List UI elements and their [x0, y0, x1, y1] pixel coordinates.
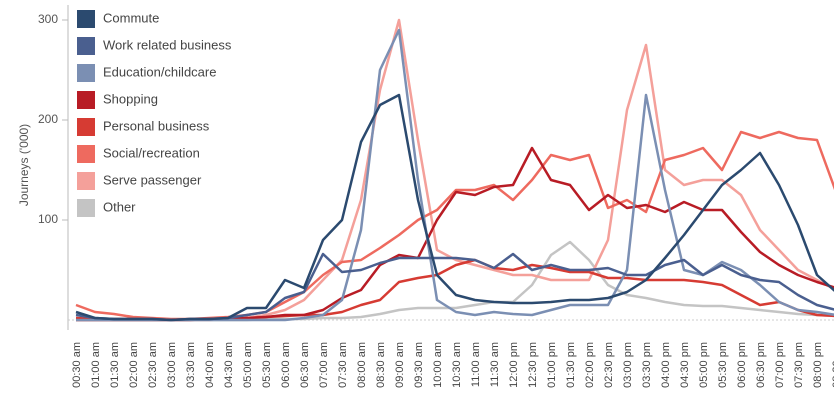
legend-label: Commute: [103, 10, 159, 25]
x-tick-label: 01:00 pm: [546, 342, 558, 388]
y-tick-label: 300: [38, 12, 58, 26]
x-tick-label: 02:00 pm: [584, 342, 596, 388]
x-tick-label: 01:30 am: [109, 342, 121, 388]
y-tick-label: 200: [38, 112, 58, 126]
x-tick-label: 08:30 pm: [831, 342, 834, 388]
x-tick-label: 06:00 pm: [736, 342, 748, 388]
x-tick-label: 10:00 am: [432, 342, 444, 388]
x-tick-label: 12:30 pm: [527, 342, 539, 388]
x-tick-label: 02:30 pm: [603, 342, 615, 388]
x-tick-label: 01:00 am: [90, 342, 102, 388]
x-tick-label: 06:30 am: [299, 342, 311, 388]
x-tick-label: 03:30 am: [185, 342, 197, 388]
x-tick-label: 03:00 pm: [622, 342, 634, 388]
legend-swatch: [77, 199, 95, 217]
x-tick-label: 04:00 pm: [660, 342, 672, 388]
y-axis-label: Journeys ('000): [17, 124, 31, 206]
x-tick-label: 06:00 am: [280, 342, 292, 388]
x-tick-label: 07:00 am: [318, 342, 330, 388]
x-tick-label: 09:00 am: [394, 342, 406, 388]
x-tick-label: 07:00 pm: [774, 342, 786, 388]
x-tick-label: 12:00 pm: [508, 342, 520, 388]
legend-swatch: [77, 64, 95, 82]
x-tick-label: 11:00 am: [470, 342, 482, 387]
legend-label: Other: [103, 199, 136, 214]
x-tick-label: 04:30 am: [223, 342, 235, 388]
x-tick-label: 08:00 am: [356, 342, 368, 388]
legend-label: Serve passenger: [103, 172, 202, 187]
legend-label: Personal business: [103, 118, 210, 133]
x-tick-label: 05:00 am: [242, 342, 254, 388]
x-tick-label: 10:30 am: [451, 342, 463, 388]
legend-label: Shopping: [103, 91, 158, 106]
x-tick-label: 11:30 am: [489, 342, 501, 387]
x-tick-label: 04:00 am: [204, 342, 216, 388]
series-line: [76, 240, 834, 322]
x-tick-label: 04:30 pm: [679, 342, 691, 388]
x-tick-label: 09:30 am: [413, 342, 425, 388]
x-tick-label: 03:30 pm: [641, 342, 653, 388]
x-tick-label: 06:30 pm: [755, 342, 767, 388]
y-tick-label: 100: [38, 212, 58, 226]
x-tick-label: 08:00 pm: [812, 342, 824, 388]
legend-swatch: [77, 172, 95, 190]
legend-swatch: [77, 145, 95, 163]
legend-swatch: [77, 37, 95, 55]
x-tick-label: 00:30 am: [71, 342, 83, 388]
x-tick-label: 05:30 am: [261, 342, 273, 388]
x-tick-label: 01:30 pm: [565, 342, 577, 388]
legend-swatch: [77, 91, 95, 109]
x-tick-label: 05:00 pm: [698, 342, 710, 388]
legend-swatch: [77, 118, 95, 136]
x-tick-label: 08:30 am: [375, 342, 387, 388]
legend-swatch: [77, 10, 95, 28]
x-tick-label: 07:30 am: [337, 342, 349, 388]
series-line: [75, 93, 834, 322]
x-tick-label: 02:00 am: [128, 342, 140, 388]
x-tick-label: 07:30 pm: [793, 342, 805, 388]
legend-label: Work related business: [103, 37, 232, 52]
legend-label: Social/recreation: [103, 145, 200, 160]
x-tick-label: 05:30 pm: [717, 342, 729, 388]
x-tick-label: 02:30 am: [147, 342, 159, 388]
x-tick-label: 03:00 am: [166, 342, 178, 388]
legend-label: Education/childcare: [103, 64, 216, 79]
